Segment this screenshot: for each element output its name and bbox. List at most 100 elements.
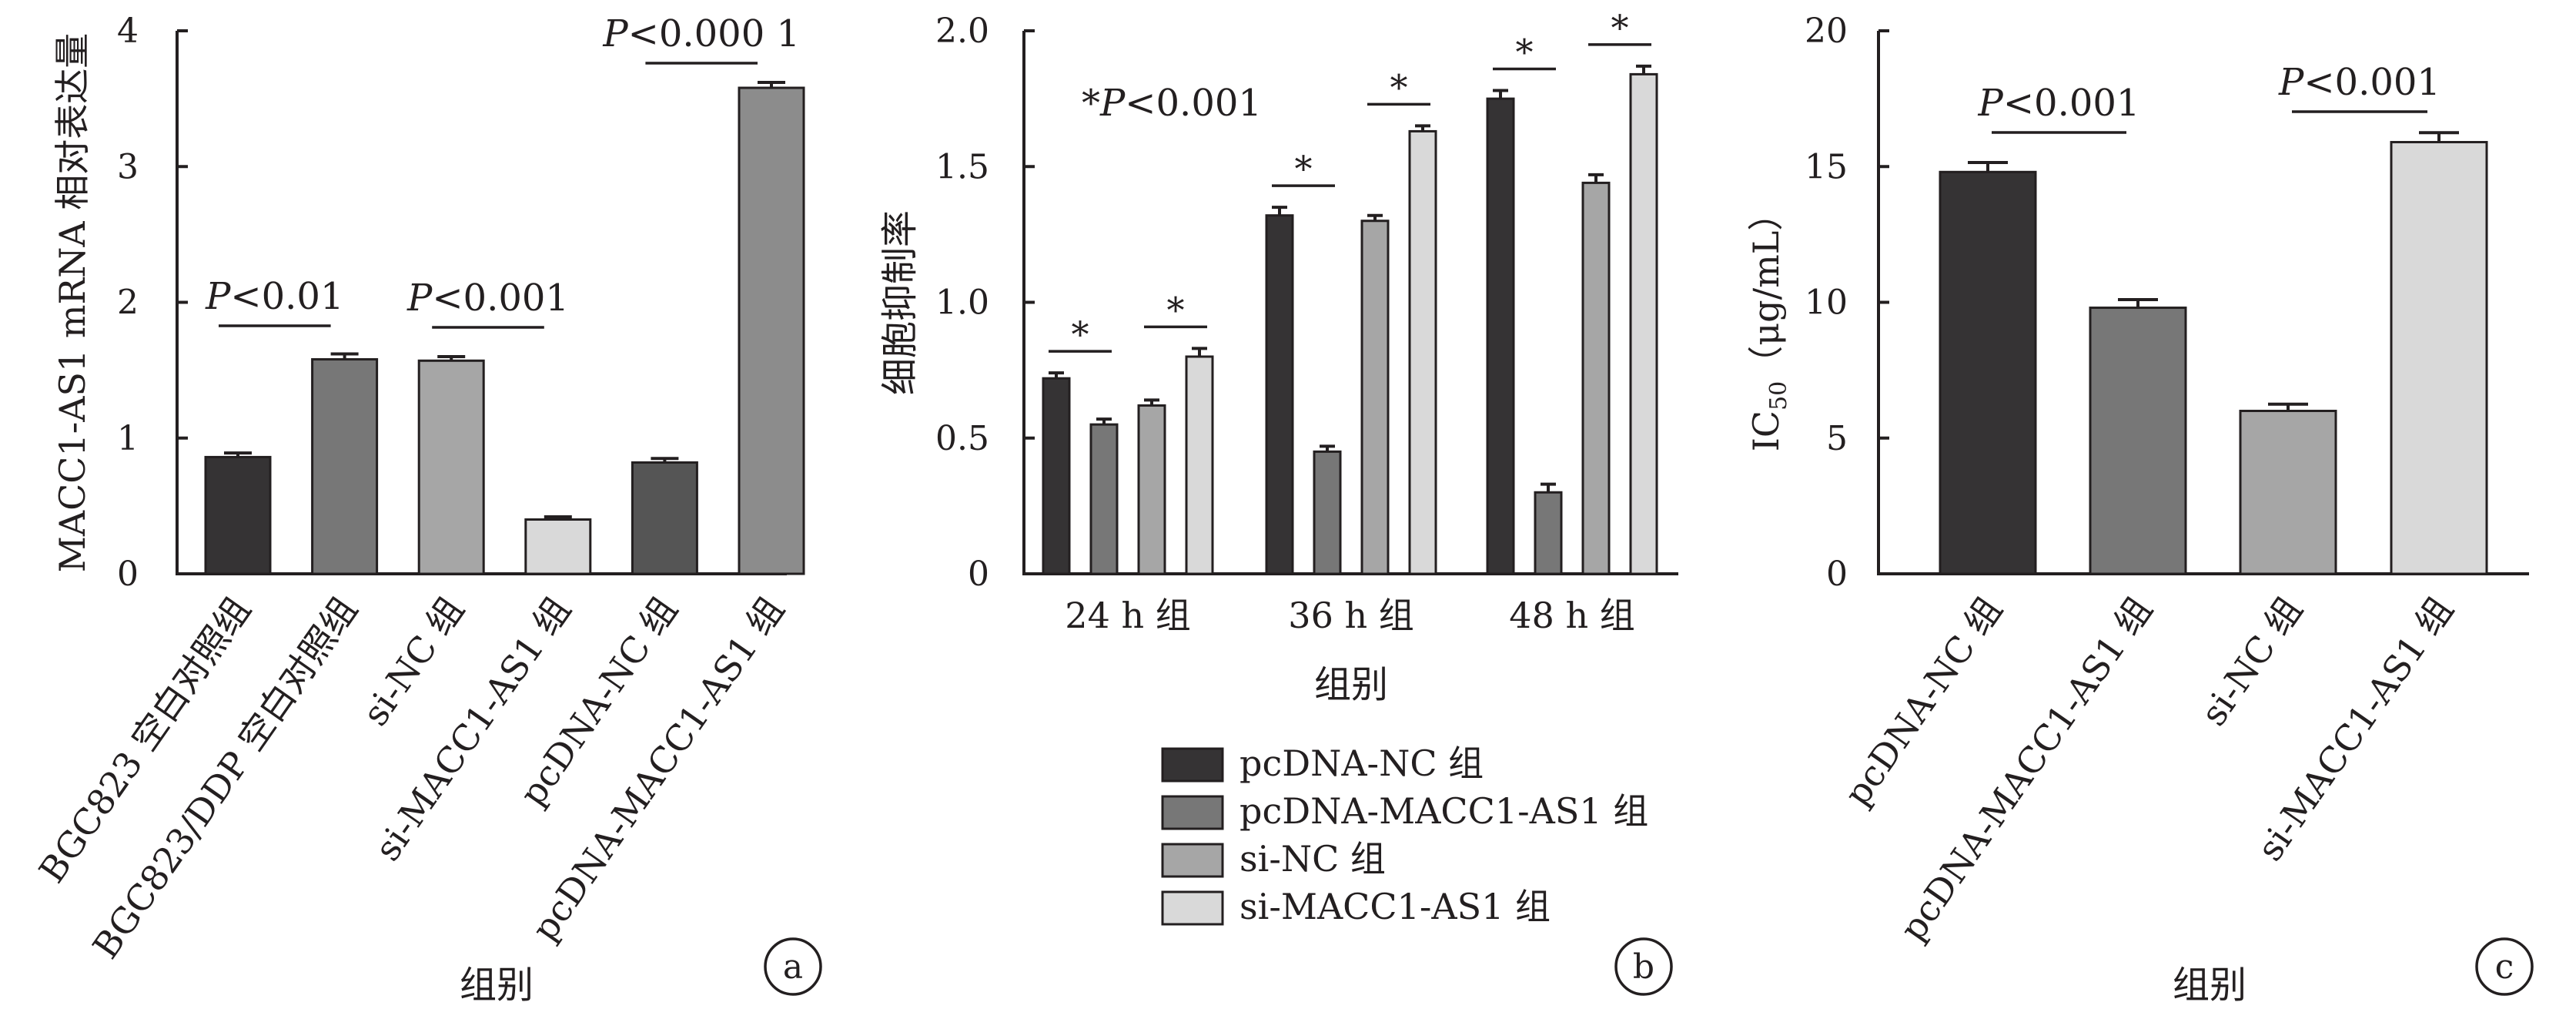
y-tick-label: 15	[1805, 147, 1848, 186]
panel-c-annotations: P<0.001 P<0.001	[1978, 61, 2441, 134]
panel-b-annotations: * * * * * *	[1049, 7, 1651, 355]
x-tick-label: si-MACC1-AS1 组	[366, 589, 579, 868]
panel-a-badge	[764, 937, 822, 996]
bar	[1408, 129, 1437, 575]
panel-b-y-axis-label: 细胞抑制率	[878, 210, 922, 395]
y-tick-label: 1	[117, 419, 139, 458]
panel-b-bars	[1042, 64, 1658, 575]
bar	[204, 455, 272, 575]
bar	[1042, 377, 1071, 575]
legend-swatch	[1161, 795, 1224, 830]
panel-b: 0 0.5 1.0 1.5 2.0 24 h 组 36 h 组 48 h 组 * * * * ** …	[878, 7, 1678, 996]
x-tick-label: pcDNA-NC 组	[1836, 589, 2010, 813]
significance-star: *	[1072, 313, 1089, 355]
bar	[1265, 214, 1294, 575]
bar	[524, 518, 592, 575]
x-tick-label: 24 h 组	[1065, 595, 1190, 636]
y-tick-label: 2.0	[935, 12, 989, 51]
y-tick-label: 0	[968, 555, 989, 594]
significance-star: *	[1295, 148, 1313, 189]
p-value-label: P<0.01	[205, 275, 343, 318]
y-tick-label: 0	[1826, 555, 1848, 594]
bar	[1089, 423, 1119, 575]
panel-c-y-ticks: 0 5 10 15 20	[1805, 12, 1889, 594]
y-tick-label: 0.5	[935, 419, 989, 458]
bar	[417, 359, 485, 575]
panel-a-y-axis-label: MACC1-AS1 mRNA 相对表达量	[52, 33, 93, 573]
y-tick-label: 5	[1826, 419, 1848, 458]
p-value-label: P<0.001	[2278, 61, 2441, 104]
panel-b-x-ticks: 24 h 组 36 h 组 48 h 组	[1065, 595, 1634, 636]
bar	[2089, 307, 2187, 575]
panel-b-badge	[1614, 937, 1673, 996]
p-value-prefix: P	[1978, 82, 2004, 125]
y-tick-label: 1.5	[935, 147, 989, 186]
y-tick-label: 4	[117, 12, 139, 51]
p-value-label: P<0.001	[1978, 82, 2140, 125]
legend-label: pcDNA-NC 组	[1239, 742, 1484, 784]
significance-star: *	[1611, 7, 1629, 49]
panel-c-badge-label: c	[2495, 947, 2514, 987]
p-value-text: <0.001	[2003, 82, 2140, 125]
x-tick-label: si-NC 组	[2193, 589, 2310, 733]
legend-swatch	[1161, 747, 1224, 783]
p-value-text: <0.001	[432, 277, 569, 320]
y-tick-label: 1.0	[935, 283, 989, 323]
bar	[631, 461, 698, 575]
significance-star: *	[1516, 32, 1534, 73]
bar	[738, 86, 805, 575]
y-tick-label: 0	[117, 555, 139, 594]
x-tick-label: 48 h 组	[1509, 595, 1634, 636]
x-tick-label: si-NC 组	[354, 589, 472, 733]
x-tick-label: BGC823 空白对照组	[31, 589, 259, 890]
panel-c-badge	[2475, 937, 2534, 996]
bar	[1534, 491, 1563, 575]
x-tick-label: 36 h 组	[1288, 595, 1413, 636]
y-tick-label: 2	[117, 283, 139, 323]
panel-b-y-ticks: 0 0.5 1.0 1.5 2.0	[935, 12, 1035, 594]
panel-c-y-axis-label: IC50（μg/mL）	[1745, 196, 1792, 452]
bar	[1629, 72, 1658, 575]
bar	[311, 358, 379, 575]
y-tick-label: 10	[1805, 283, 1848, 323]
y-tick-label: 20	[1805, 12, 1848, 51]
p-value-label: P<0.001	[406, 277, 569, 320]
x-tick-label: pcDNA-MACC1-AS1 组	[1892, 589, 2160, 948]
p-value-text: <0.01	[230, 275, 343, 318]
p-value-label: P<0.000 1	[602, 12, 800, 55]
bar	[1360, 220, 1390, 575]
p-value-prefix: P	[205, 275, 231, 318]
panel-c-x-axis-label: 组别	[2173, 964, 2246, 1007]
p-value-text: <0.001	[2303, 61, 2441, 104]
legend-swatch	[1161, 890, 1224, 926]
bar	[1137, 404, 1166, 575]
p-value-prefix: P	[2278, 61, 2304, 104]
panel-b-note: *P<0.001	[1082, 82, 1262, 125]
significance-star: *	[1167, 289, 1185, 330]
panel-a-badge-label: a	[783, 947, 803, 987]
p-value-text: <0.000 1	[628, 12, 800, 55]
legend-swatch	[1161, 843, 1224, 878]
bar	[1581, 181, 1611, 575]
panel-a-y-ticks: 0 1 2 3 4	[117, 12, 188, 594]
p-value-prefix: P	[406, 277, 433, 320]
bar	[2239, 410, 2337, 575]
legend-label: si-MACC1-AS1 组	[1239, 886, 1551, 927]
panel-b-legend: pcDNA-NC 组 pcDNA-MACC1-AS1 组 si-NC 组 si-MAC…	[1161, 742, 1648, 927]
p-value-prefix: P	[602, 12, 628, 55]
bar	[2390, 141, 2488, 575]
bar	[1939, 170, 2037, 575]
panel-a-x-axis-label: 组别	[460, 964, 534, 1007]
bar	[1486, 97, 1515, 575]
panel-b-x-axis-label: 组别	[1314, 663, 1388, 706]
y-tick-label: 3	[117, 147, 139, 186]
significance-star: *	[1390, 66, 1408, 108]
legend-label: si-NC 组	[1239, 838, 1386, 880]
bar	[1313, 450, 1342, 575]
